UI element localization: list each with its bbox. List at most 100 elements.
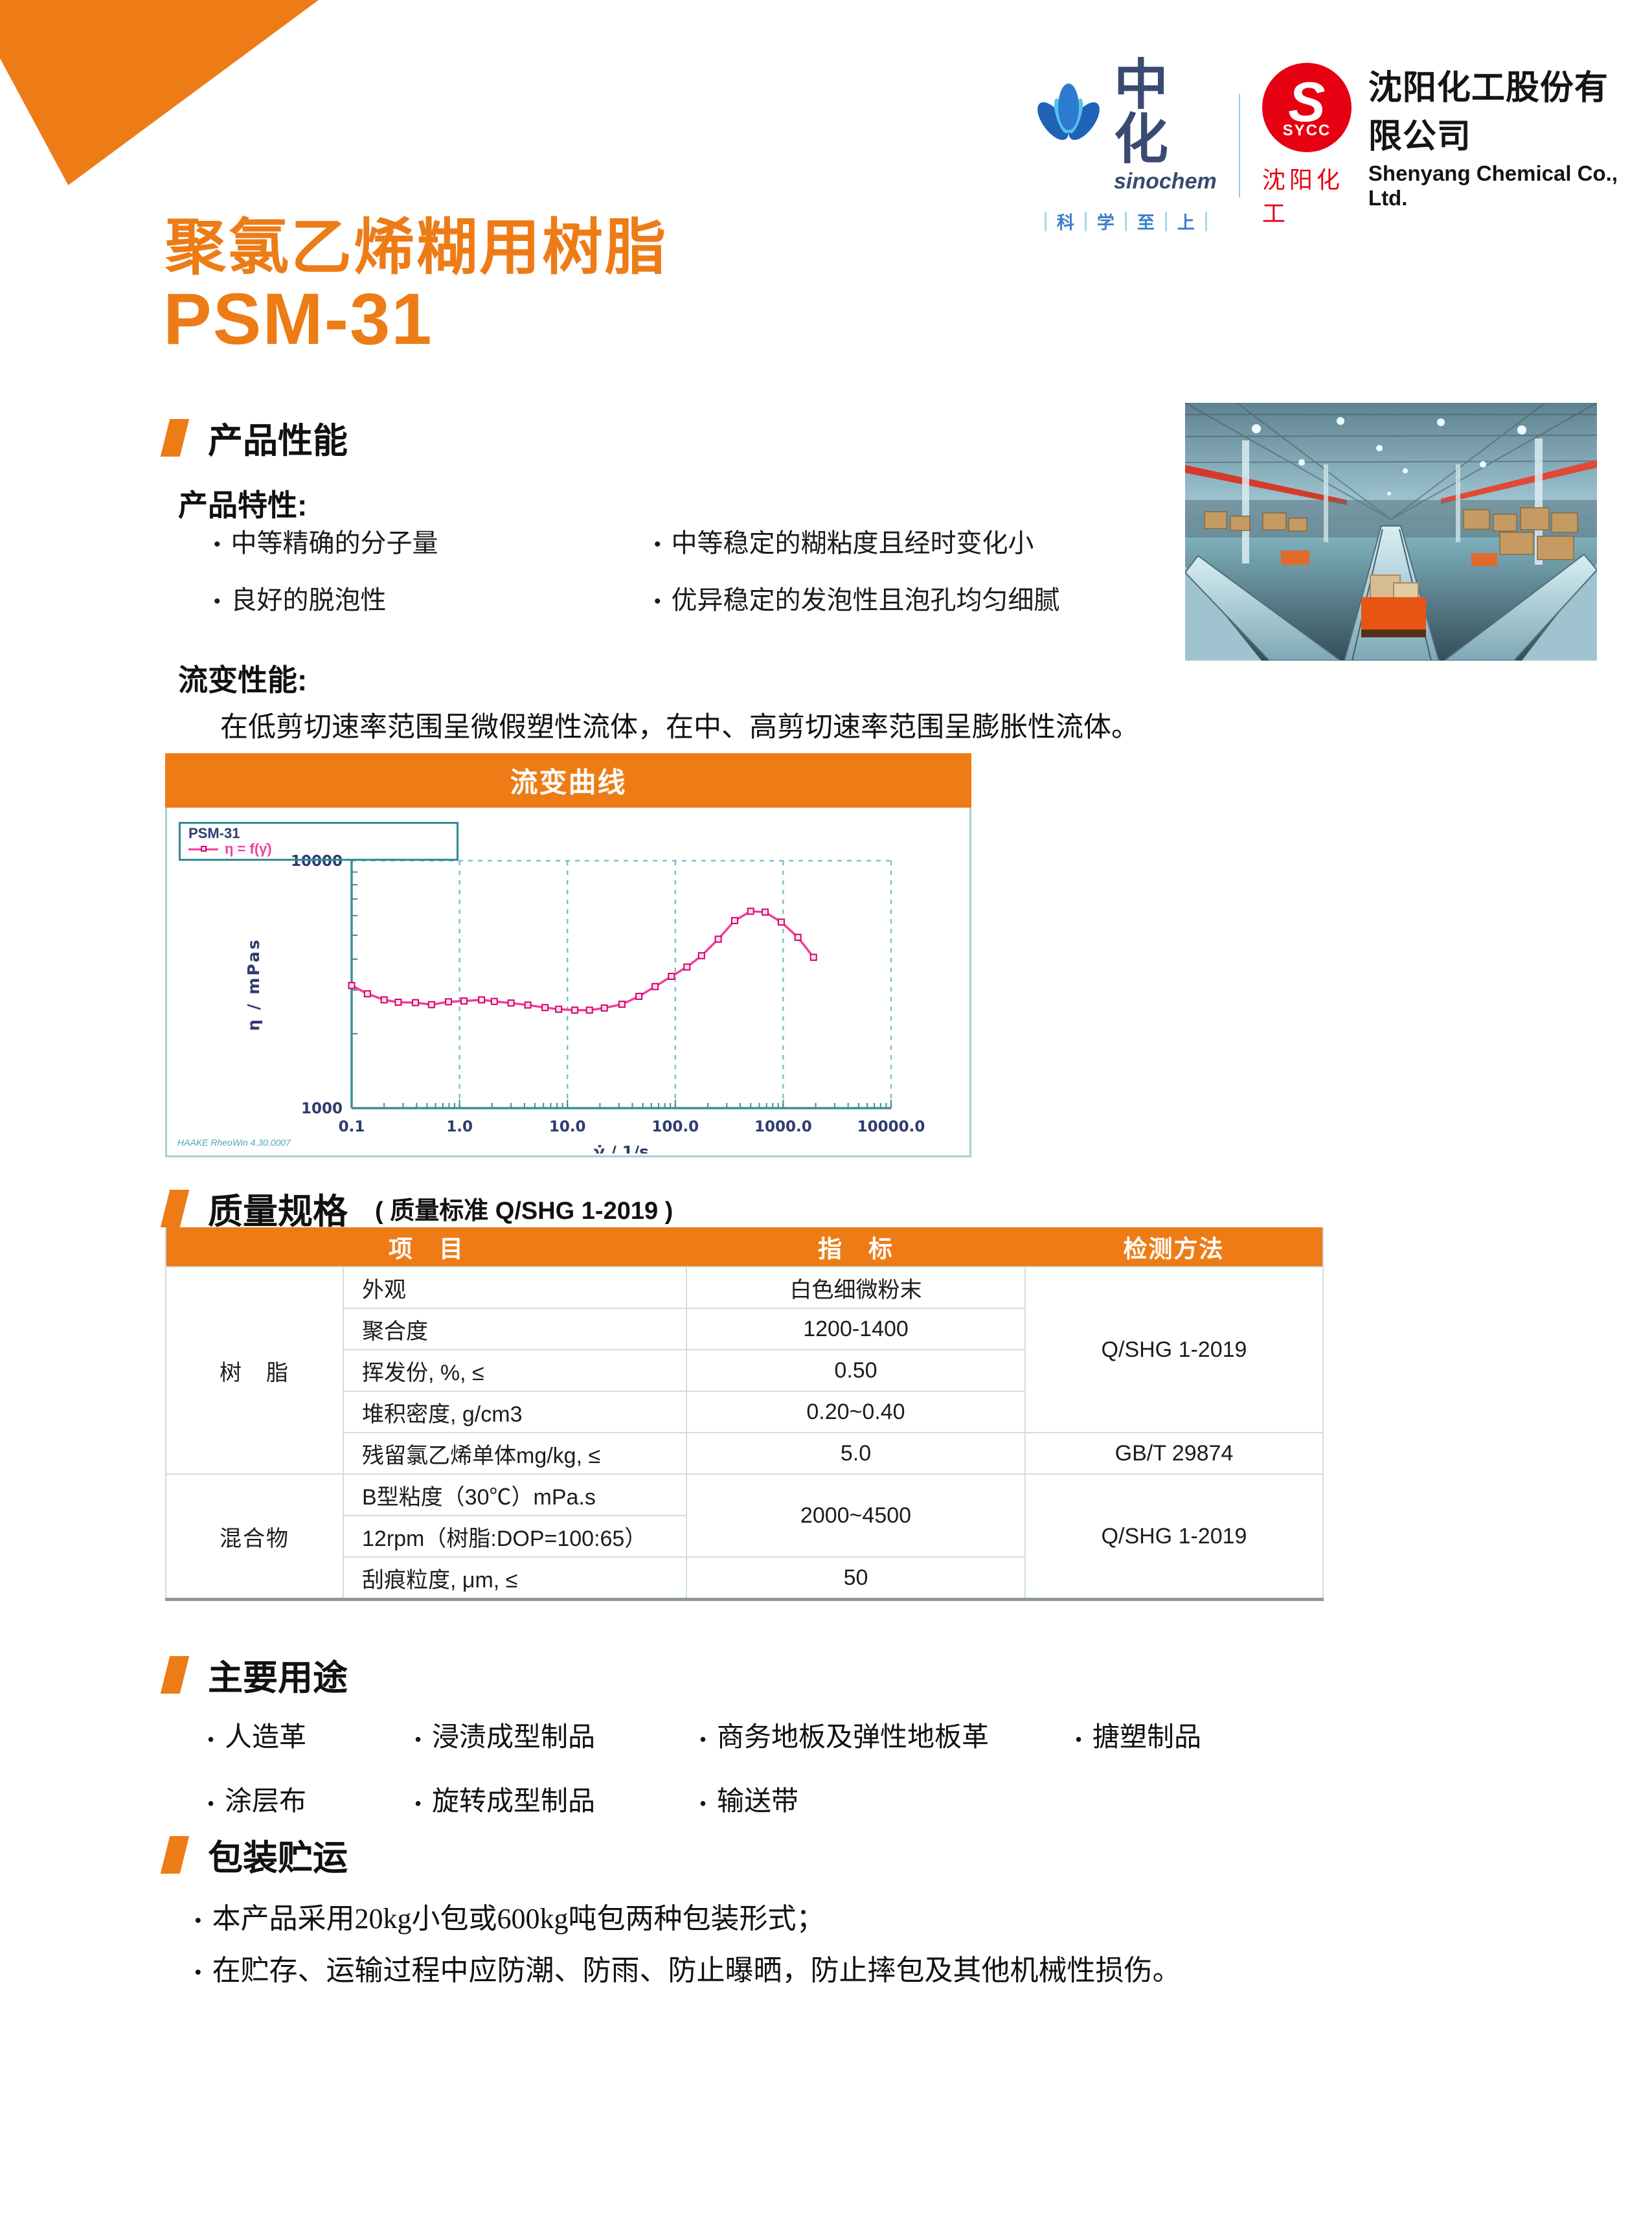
feature-list: 中等精确的分子量 中等稳定的糊粘度且经时变化小 良好的脱泡性 优异稳定的发泡性且… <box>214 522 1060 617</box>
table-row: 刮痕粒度, μm, ≤ 50 <box>166 1556 1323 1600</box>
svg-text:10.0: 10.0 <box>549 1119 586 1135</box>
usage-item: 人造革 <box>207 1715 414 1755</box>
col-header-item: 项 目 <box>166 1227 686 1267</box>
spec-item: 挥发份, %, ≤ <box>343 1349 687 1392</box>
table-row: 聚合度 1200-1400 <box>166 1308 1323 1350</box>
spec-item: 残留氯乙烯单体mg/kg, ≤ <box>343 1432 687 1475</box>
slogan-char: 学 <box>1096 213 1115 233</box>
spec-item: B型粘度（30℃）mPa.s <box>343 1473 687 1516</box>
factory-photo <box>1185 403 1597 661</box>
sinochem-lotus-icon <box>1035 82 1102 170</box>
slogan-char: 上 <box>1177 213 1195 233</box>
rheology-chart: 流变曲线 10000 1000 0.1 1.0 10.0 100.0 1000.0 10000… <box>165 753 971 1157</box>
company-name-en: Shenyang Chemical Co., Ltd. <box>1368 161 1618 210</box>
sycc-abbr: SYCC <box>1282 122 1331 140</box>
section-marker-icon <box>160 1189 190 1227</box>
spec-item: 12rpm（树脂:DOP=100:65） <box>343 1515 687 1558</box>
legend-series-name: PSM-31 <box>188 824 240 841</box>
section-usage-heading: 主要用途 <box>160 1649 348 1700</box>
feature-item: 优异稳定的发泡性且泡孔均匀细腻 <box>654 579 1060 617</box>
logo-divider <box>1238 94 1240 198</box>
col-header-method: 检测方法 <box>1025 1227 1323 1267</box>
usage-item: 搪塑制品 <box>1075 1715 1486 1755</box>
spec-item: 外观 <box>343 1266 687 1309</box>
rheology-label: 流变性能: <box>178 663 308 697</box>
feature-item: 中等稳定的糊粘度且经时变化小 <box>654 522 1060 560</box>
company-name-block: 沈阳化工股份有限公司 Shenyang Chemical Co., Ltd. <box>1368 60 1618 210</box>
quality-standard-note: ( 质量标准 Q/SHG 1-2019 ) <box>375 1198 673 1225</box>
table-header-row: 项 目 指 标 检测方法 <box>166 1227 1323 1267</box>
svg-text:1000.0: 1000.0 <box>754 1119 812 1135</box>
sinochem-slogan: 科 学 至 上 <box>1044 209 1207 234</box>
spec-value: 2000~4500 <box>686 1473 1026 1558</box>
section-title: 产品性能 <box>208 422 348 460</box>
table-row: 挥发份, %, ≤ 0.50 <box>166 1349 1323 1392</box>
svg-text:10000.0: 10000.0 <box>857 1119 925 1135</box>
spec-method: Q/SHG 1-2019 <box>1024 1473 1324 1600</box>
spec-item: 刮痕粒度, μm, ≤ <box>343 1556 687 1600</box>
usage-item: 输送带 <box>699 1779 1075 1819</box>
spec-method: Q/SHG 1-2019 <box>1024 1266 1324 1433</box>
legend-formula: η = f(γ̇) <box>225 841 272 857</box>
slogan-char: 科 <box>1056 213 1074 233</box>
table-row: 堆积密度, g/cm3 0.20~0.40 <box>166 1391 1323 1433</box>
spec-method: GB/T 29874 <box>1024 1432 1324 1475</box>
usage-item: 涂层布 <box>207 1779 414 1819</box>
section-title: 质量规格 <box>208 1192 348 1231</box>
group-mixture: 混合物 <box>165 1473 344 1600</box>
spec-value: 0.50 <box>686 1349 1026 1392</box>
sycc-zh-wordmark: 沈阳化工 <box>1262 167 1344 227</box>
svg-text:100.0: 100.0 <box>651 1119 699 1135</box>
sinochem-zh-wordmark: 中化 <box>1114 54 1171 170</box>
svg-text:1000: 1000 <box>301 1100 343 1117</box>
chart-legend: PSM-31 η = f(γ̇) <box>179 822 458 861</box>
svg-text:HAAKE RheoWin 4.30.0007: HAAKE RheoWin 4.30.0007 <box>177 1137 291 1148</box>
feature-item: 中等精确的分子量 <box>214 522 654 560</box>
section-packaging-heading: 包装贮运 <box>160 1829 348 1880</box>
sinochem-logo: 中化 sinochem 科 学 至 上 <box>1035 58 1217 234</box>
table-row: 混合物 B型粘度（30℃）mPa.s 2000~4500 Q/SHG 1-201… <box>165 1473 1324 1600</box>
section-marker-icon <box>160 418 190 457</box>
sycc-circle-icon: S SYCC <box>1262 63 1352 152</box>
rheology-chart-svg: 10000 1000 0.1 1.0 10.0 100.0 1000.0 10000.0 γ̇ … <box>177 853 925 1153</box>
legend-line-marker-icon <box>188 845 218 852</box>
spec-item: 聚合度 <box>343 1308 687 1350</box>
section-title: 包装贮运 <box>208 1839 348 1878</box>
usage-item: 商务地板及弹性地板革 <box>699 1715 1075 1755</box>
svg-text:0.1: 0.1 <box>339 1119 365 1135</box>
sycc-logo: S SYCC 沈阳化工 <box>1262 63 1352 229</box>
usage-list: 人造革 浸渍成型制品 商务地板及弹性地板革 搪塑制品 涂层布 旋转成型制品 输送… <box>165 1715 1486 1819</box>
group-resin: 树 脂 <box>165 1266 344 1475</box>
spec-value: 1200-1400 <box>686 1308 1026 1350</box>
section-quality-heading: 质量规格 ( 质量标准 Q/SHG 1-2019 ) <box>160 1183 673 1234</box>
spec-item: 堆积密度, g/cm3 <box>343 1391 687 1433</box>
packaging-item: 在贮存、运输过程中应防潮、防雨、防止曝晒，防止摔包及其他机械性损伤。 <box>194 1947 1181 1988</box>
svg-text:η / mPas: η / mPas <box>244 938 263 1031</box>
spec-value: 白色细微粉末 <box>686 1266 1026 1309</box>
section-marker-icon <box>160 1655 190 1694</box>
features-label: 产品特性: <box>178 488 308 522</box>
chart-plot-area: 10000 1000 0.1 1.0 10.0 100.0 1000.0 10000.0 γ̇ … <box>165 808 971 1157</box>
table-row: 树 脂 外观 白色细微粉末 Q/SHG 1-2019 <box>165 1266 1324 1475</box>
sinochem-en-wordmark: sinochem <box>1114 169 1217 194</box>
section-performance-heading: 产品性能 <box>160 412 348 463</box>
usage-item: 浸渍成型制品 <box>414 1715 699 1755</box>
table-row: 12rpm（树脂:DOP=100:65） <box>166 1515 1323 1558</box>
feature-item: 良好的脱泡性 <box>214 579 654 617</box>
product-model: PSM-31 <box>163 278 433 359</box>
corner-wedge-decoration <box>0 0 319 185</box>
svg-text:γ̇ / 1/s: γ̇ / 1/s <box>594 1142 649 1153</box>
spec-value: 5.0 <box>686 1432 1026 1475</box>
packaging-item: 本产品采用20kg小包或600kg吨包两种包装形式； <box>194 1895 825 1936</box>
company-name-zh: 沈阳化工股份有限公司 <box>1368 69 1609 155</box>
rheology-paragraph: 在低剪切速率范围呈微假塑性流体，在中、高剪切速率范围呈膨胀性流体。 <box>220 712 1139 743</box>
usage-item: 旋转成型制品 <box>414 1779 699 1819</box>
spec-value: 0.20~0.40 <box>686 1391 1026 1433</box>
section-title: 主要用途 <box>208 1659 348 1698</box>
brand-header: 中化 sinochem 科 学 至 上 S SYCC 沈阳化工 沈阳化工股份有限… <box>1035 58 1618 233</box>
svg-text:10000: 10000 <box>291 853 343 870</box>
spec-value: 50 <box>686 1556 1026 1600</box>
quality-spec-table: 项 目 指 标 检测方法 树 脂 外观 白色细微粉末 Q/SHG 1-2019 … <box>165 1227 1324 1601</box>
product-title-zh: 聚氯乙烯糊用树脂 <box>165 213 668 281</box>
